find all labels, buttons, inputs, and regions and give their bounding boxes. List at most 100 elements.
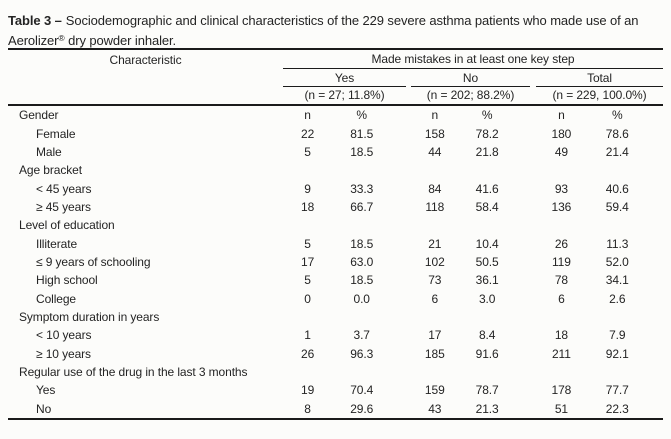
row-label: ≥ 10 years [36,346,91,361]
cell-value: 70.4 [350,383,374,398]
cell-value: 9 [304,181,311,196]
table-row: Age bracket [8,161,663,179]
cell-value: 185 [424,346,445,361]
cell-value: 0.0 [353,291,370,306]
caption-product-name: Aerolizer [8,32,59,48]
row-label: ≤ 9 years of schooling [36,254,151,269]
cell-value: 6 [431,291,439,306]
row-label: Gender [19,108,59,123]
header-row-groups: Yes No Total [8,69,663,87]
cell-value: n [431,108,439,123]
cell-value: 59.4 [605,199,629,214]
cell-value: 118 [425,199,445,214]
cell-value: 50.5 [475,254,499,269]
cell-value: 18.5 [350,236,374,251]
cell-value: 7.9 [609,328,626,343]
cell-value: 21.8 [475,144,499,159]
table-row: < 45 years 9 33.3 84 41.6 93 40.6 [8,179,663,197]
cell-value: 5 [304,273,311,288]
cell-value: 51 [554,401,568,416]
table-row: Symptom duration in years [8,308,663,326]
row-label: < 10 years [36,328,92,343]
table-row: ≥ 45 years 18 66.7 118 58.4 136 59.4 [8,198,663,216]
table-row: Female 22 81.5 158 78.2 180 78.6 [8,124,663,142]
group-n-yes: (n = 27; 11.8%) [304,88,385,102]
cell-value: 77.7 [605,383,629,398]
row-label: Level of education [19,218,115,233]
cell-value: 21.4 [605,144,629,159]
table-row: Yes 19 70.4 159 78.7 178 77.7 [8,381,663,399]
cell-value: 5 [304,144,311,159]
table-row: No 8 29.6 43 21.3 51 22.3 [8,400,663,418]
table-row: Gender n % n % n % [8,106,663,124]
cell-value: 6 [558,291,565,306]
table-row: Illiterate 5 18.5 21 10.4 26 11.3 [8,234,663,252]
cell-value: n [304,108,311,123]
cell-value: 49 [554,144,568,159]
table-row: < 10 years 1 3.7 17 8.4 18 7.9 [8,326,663,344]
cell-value: 2.6 [609,291,626,306]
cell-value: 180 [551,126,572,141]
cell-value: 8 [304,401,311,416]
row-label: No [36,401,52,416]
table-row: ≤ 9 years of schooling 17 63.0 102 50.5 … [8,253,663,271]
cell-value: 66.7 [350,199,374,214]
row-label: College [36,291,76,306]
row-label: Male [36,144,62,159]
cell-value: 159 [424,383,445,398]
table-row: Regular use of the drug in the last 3 mo… [8,363,663,381]
cell-value: 19 [301,383,315,398]
row-label: Female [36,126,76,141]
cell-value: 211 [551,346,571,361]
cell-value: 36.1 [475,273,499,288]
cell-value: 158 [424,126,445,141]
row-label: Symptom duration in years [19,309,160,324]
cell-value: 26 [554,236,568,251]
cell-value: % [356,108,367,123]
table-caption: Table 3 – Sociodemographic and clinical c… [8,12,666,49]
cell-value: 17 [428,328,442,343]
header-row-spanner: Characteristic Made mistakes in at least… [8,50,663,69]
cell-value: 17 [301,254,315,269]
cell-value: 63.0 [350,254,374,269]
characteristics-table: Characteristic Made mistakes in at least… [8,48,663,420]
table-row: Level of education [8,216,663,234]
cell-value: % [481,108,493,123]
cell-value: 84 [428,181,442,196]
column-group-no: No [411,69,530,87]
cell-value: 33.3 [350,181,374,196]
cell-value: 81.5 [350,126,374,141]
table-row: Male 5 18.5 44 21.8 49 21.4 [8,143,663,161]
table-row: High school 5 18.5 73 36.1 78 34.1 [8,271,663,289]
cell-value: 5 [304,236,311,251]
cell-value: 178 [551,383,572,398]
cell-value: 11.3 [606,236,629,251]
header-divider-rule [8,104,663,106]
cell-value: 10.4 [475,236,499,251]
column-header-characteristic: Characteristic [109,52,182,67]
cell-value: 58.4 [475,199,499,214]
row-label: Yes [36,383,56,398]
cell-value: 18.5 [350,273,374,288]
row-label: < 45 years [36,181,92,196]
table-row: College 0 0.0 6 3.0 6 2.6 [8,289,663,307]
registered-trademark-symbol: ® [58,32,65,43]
cell-value: 22.3 [605,401,629,416]
caption-text-line1: Sociodemographic and clinical characteri… [65,13,639,28]
caption-line2: Aerolizer® dry powder inhaler. [8,30,666,50]
caption-line1: Table 3 – Sociodemographic and clinical c… [8,12,666,30]
row-label: Age bracket [19,163,82,178]
cell-value: 1 [304,328,311,343]
cell-value: 34.1 [605,273,629,288]
cell-value: 119 [551,254,571,269]
table-body: Gender n % n % n % Female 22 81.5 158 [8,106,663,418]
cell-value: 29.6 [350,401,374,416]
row-label: Illiterate [36,236,78,251]
cell-value: 18.5 [350,144,374,159]
cell-value: 136 [551,199,572,214]
cell-value: 3.0 [478,291,496,306]
cell-value: % [611,108,623,123]
cell-value: 96.3 [350,346,374,361]
cell-value: 78.6 [605,126,629,141]
